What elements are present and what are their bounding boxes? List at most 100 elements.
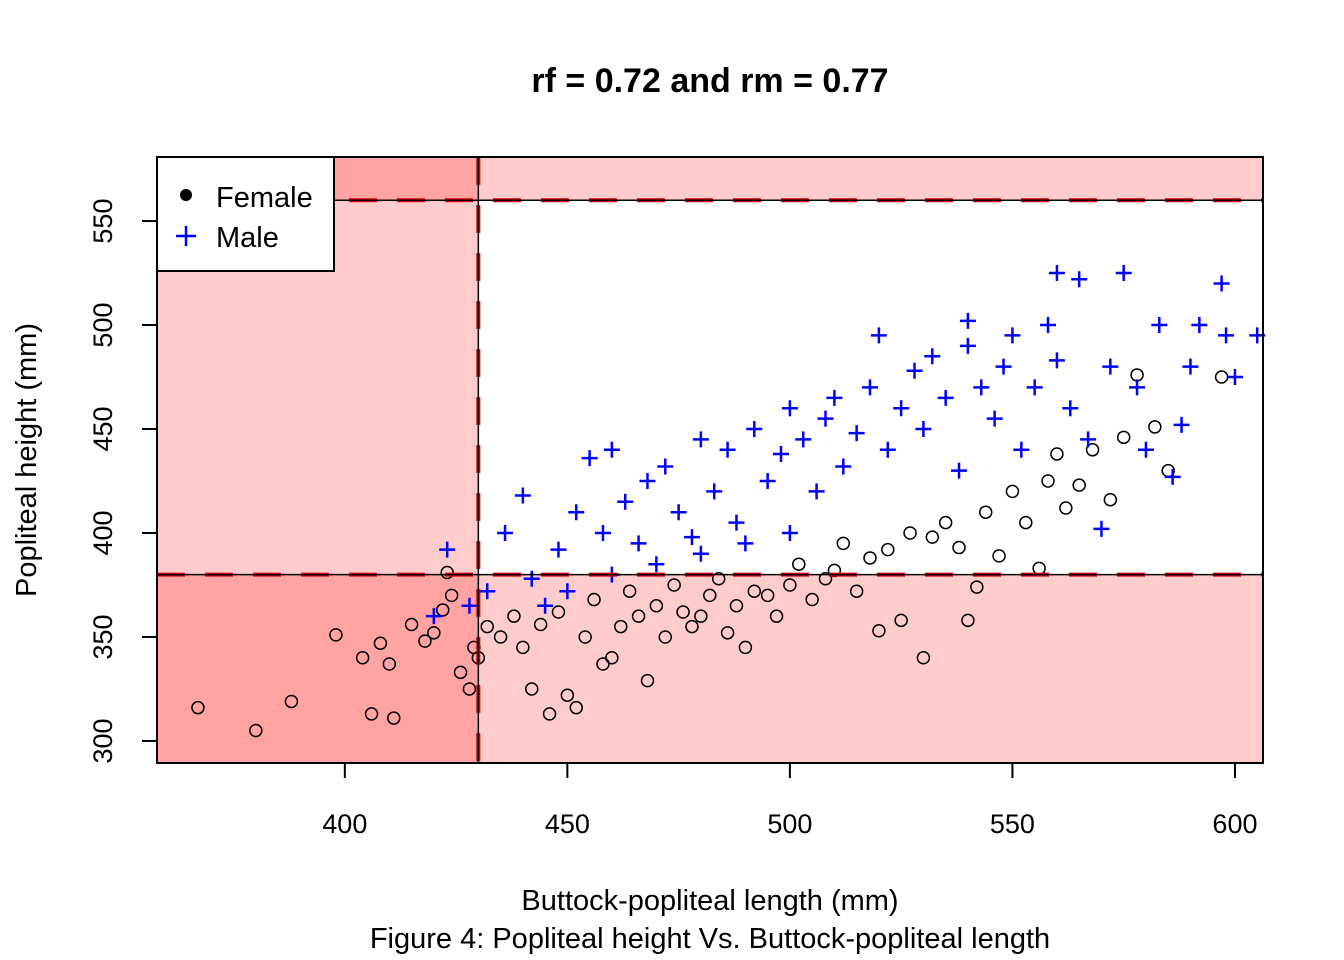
female-point [818,571,833,586]
male-point [959,312,976,329]
chart-title: rf = 0.72 and rm = 0.77 [531,62,888,100]
male-point [1218,327,1235,344]
male-point [719,441,736,458]
male-point [924,348,941,365]
male-point [826,389,843,406]
male-point [1182,358,1199,375]
threshold-lines [157,157,1263,763]
female-point [769,609,784,623]
male-point [581,450,598,467]
male-point [893,400,910,417]
female-point [836,536,851,551]
male-point [1173,416,1190,433]
female-point [849,584,864,598]
male-point [746,421,763,438]
female-point [1041,474,1055,488]
male-point [692,431,709,448]
male-point [737,535,754,552]
female-point [387,711,401,725]
female-point [658,630,673,644]
female-point [560,688,575,702]
female-point [418,634,432,648]
female-point [881,542,895,557]
female-point [1085,443,1100,457]
female-point [1130,368,1144,382]
male-point [594,524,611,541]
female-point [694,609,708,623]
female-point [493,630,508,644]
male-point [1026,379,1043,396]
male-point [879,441,896,458]
female-point [462,682,477,696]
female-point [1116,430,1131,445]
female-point [542,707,557,721]
female-point [703,588,717,603]
legend: Female Male [156,156,335,272]
x-tick-label: 500 [767,809,812,839]
male-point [1164,468,1181,485]
male-point [603,441,620,458]
male-point [1151,317,1168,334]
male-point [795,431,812,448]
male-point [1093,520,1110,537]
y-tick-label: 450 [88,406,118,451]
female-point [427,626,441,640]
female-point [1005,484,1020,499]
male-point [986,410,1003,427]
male-point [848,425,865,442]
female-point [738,640,753,655]
male-point [514,487,531,504]
female-point [1050,447,1064,461]
x-axis: 400 450 500 550 600 [322,763,1257,839]
male-point [808,483,825,500]
female-point [596,657,610,671]
y-axis-label: Popliteal height (mm) [11,323,43,597]
female-point [1148,420,1162,434]
male-point [1040,317,1057,334]
male-point [648,556,665,573]
female-point [382,657,397,671]
female-point [569,700,584,715]
male-point [1062,400,1079,417]
female-point [516,640,530,655]
female-point [249,723,263,738]
male-point [617,493,634,510]
male-point [630,535,647,552]
male-point [568,504,585,521]
female-point [805,592,819,607]
female-point [435,603,450,617]
female-point [284,694,299,709]
male-point [1071,271,1088,288]
male-point [1048,265,1065,282]
male-point [973,379,990,396]
x-tick-label: 400 [322,809,367,839]
male-point [772,445,789,462]
female-point [453,665,468,680]
male-point [425,608,442,625]
female-point [364,707,379,721]
male-point [995,358,1012,375]
male-point [1013,441,1030,458]
female-point [961,613,975,628]
male-point [951,462,968,479]
female-point [524,682,539,696]
female-point [329,628,343,642]
y-tick-label: 350 [88,614,118,659]
female-point [676,605,690,619]
female-point [355,651,370,665]
female-point [729,599,744,613]
female-point [938,515,953,530]
female-point [720,626,735,640]
female-point [760,588,775,603]
female-point [925,530,940,544]
female-point [631,609,646,623]
female-point [978,505,993,519]
female-point [1214,370,1229,384]
legend-male-marker [176,226,196,246]
female-point [894,613,908,628]
female-point [578,630,592,644]
female-point [480,619,494,634]
female-point [916,651,931,665]
male-point [1129,379,1146,396]
male-point [1226,369,1243,386]
